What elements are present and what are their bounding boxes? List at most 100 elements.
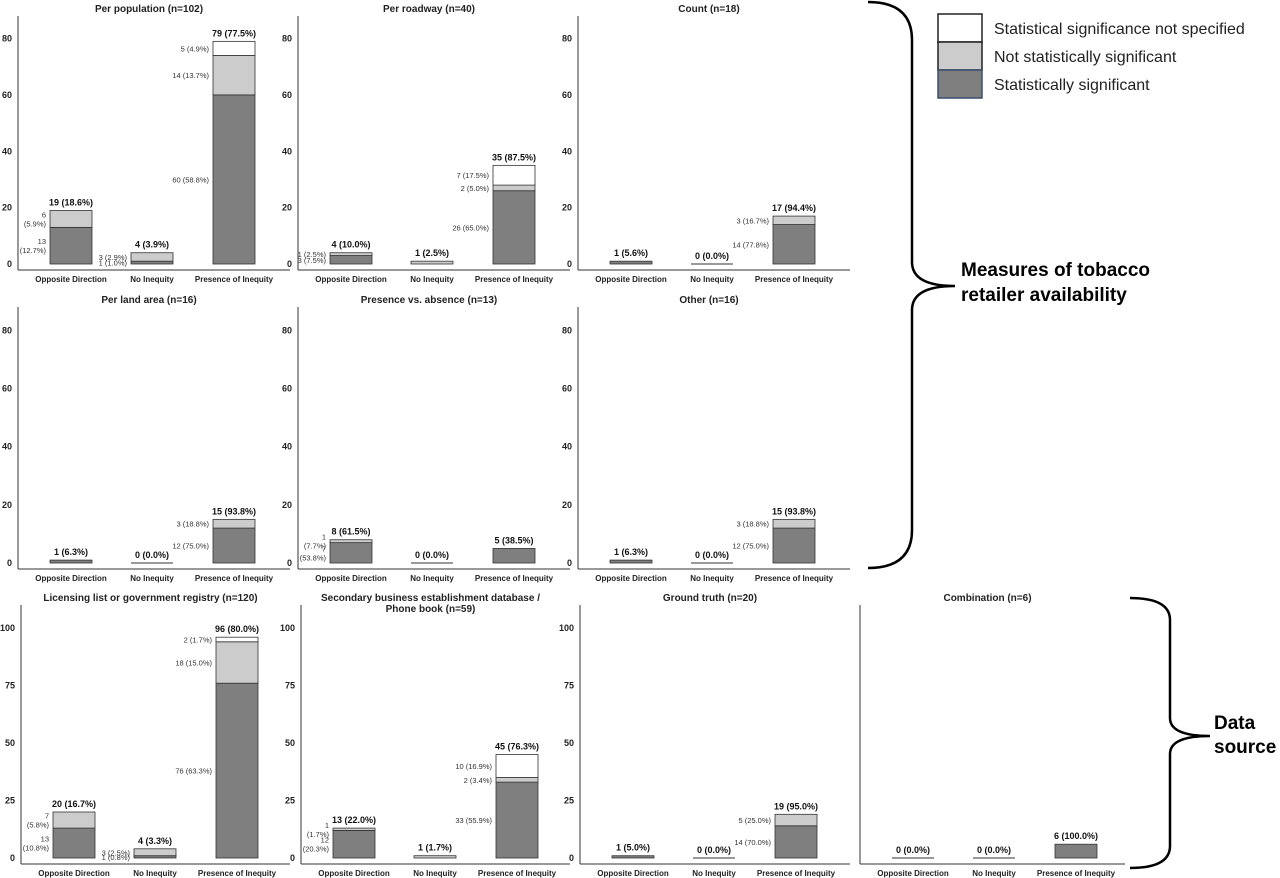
- total-label: 1 (5.6%): [614, 248, 648, 258]
- segment-label: 12: [321, 836, 329, 845]
- segment-label: 7 (17.5%): [456, 171, 489, 180]
- segment-label: (5.9%): [24, 219, 47, 228]
- segment-label: 76 (63.3%): [175, 767, 212, 776]
- segment-label: (1.7%): [307, 830, 330, 839]
- y-tick-label: 20: [562, 500, 572, 510]
- segment-label: 3 (18.8%): [736, 520, 769, 529]
- segment-label: 3 (2.9%): [99, 253, 128, 262]
- y-tick-label: 0: [569, 853, 574, 863]
- panel-title: Secondary business establishment databas…: [321, 593, 540, 604]
- chart-panel: Licensing list or government registry (n…: [0, 593, 290, 878]
- segment-label: (10.8%): [23, 844, 50, 853]
- x-tick-label: No Inequity: [413, 869, 457, 878]
- y-tick-label: 50: [285, 738, 295, 748]
- segment-label: 1: [322, 533, 326, 542]
- chart-panel: Ground truth (n=20) 0 25 50 75 100 1 (5.0%) Opp…: [559, 593, 850, 878]
- panel-title: Per land area (n=16): [101, 295, 196, 306]
- x-tick-label: Presence of Inequity: [475, 275, 554, 284]
- total-label: 8 (61.5%): [331, 527, 370, 537]
- y-tick-label: 60: [2, 90, 12, 100]
- x-tick-label: Opposite Direction: [35, 275, 107, 284]
- bar-segment: [49, 210, 93, 228]
- segment-label: 1 (2.5%): [298, 250, 327, 259]
- segment-label: 12 (75.0%): [732, 542, 769, 551]
- bar-segment: [492, 184, 536, 192]
- y-tick-label: 20: [562, 203, 572, 213]
- bar-segment: [130, 260, 174, 265]
- group-label-data-source: source: [1214, 737, 1276, 758]
- x-tick-label: No Inequity: [690, 574, 734, 583]
- y-tick-label: 25: [5, 796, 15, 806]
- bar-segment: [1054, 843, 1098, 859]
- segment-label: 33 (55.9%): [455, 816, 492, 825]
- y-tick-label: 100: [0, 623, 15, 633]
- total-label: 20 (16.7%): [52, 799, 96, 809]
- segment-label: 7: [322, 544, 326, 553]
- y-tick-label: 60: [2, 383, 12, 393]
- total-label: 0 (0.0%): [697, 845, 731, 855]
- bar-segment: [332, 827, 376, 831]
- chart-panel: Presence vs. absence (n=13) 0 20 40 60 80 7(53…: [282, 295, 570, 583]
- x-tick-label: Presence of Inequity: [1037, 869, 1116, 878]
- legend-label: Not statistically significant: [994, 49, 1177, 66]
- bar-segment: [774, 813, 818, 827]
- x-tick-label: Opposite Direction: [597, 869, 669, 878]
- x-tick-label: No Inequity: [133, 869, 177, 878]
- total-label: 0 (0.0%): [135, 550, 169, 560]
- bar-segment: [492, 164, 536, 186]
- chart-panel: Secondary business establishment databas…: [280, 593, 570, 878]
- y-tick-label: 20: [2, 500, 12, 510]
- group-label-data-source: Data: [1214, 713, 1256, 734]
- legend: Statistical significance not specified No…: [937, 13, 1245, 99]
- total-label: 1 (6.3%): [614, 547, 648, 557]
- y-tick-label: 25: [564, 796, 574, 806]
- y-tick-label: 20: [2, 203, 12, 213]
- bar-segment: [52, 827, 96, 859]
- y-tick-label: 0: [567, 259, 572, 269]
- total-label: 13 (22.0%): [332, 815, 376, 825]
- chart-panel: Per land area (n=16) 0 20 40 60 80 1 (6.3%) Opp…: [2, 295, 290, 583]
- segment-label: (7.7%): [304, 542, 327, 551]
- bar-segment: [774, 825, 818, 859]
- y-tick-label: 60: [282, 383, 292, 393]
- y-tick-label: 80: [2, 325, 12, 335]
- total-label: 19 (18.6%): [49, 197, 93, 207]
- segment-label: 3 (2.5%): [102, 848, 131, 857]
- y-tick-label: 40: [2, 442, 12, 452]
- bar-segment: [495, 754, 539, 778]
- segment-label: 14 (77.8%): [732, 240, 769, 249]
- total-label: 4 (10.0%): [331, 240, 370, 250]
- segment-label: 3 (7.5%): [298, 256, 327, 265]
- y-tick-label: 100: [559, 623, 574, 633]
- y-tick-label: 50: [5, 738, 15, 748]
- segment-label: 13: [41, 835, 49, 844]
- total-label: 5 (38.5%): [494, 535, 533, 545]
- y-tick-label: 80: [562, 325, 572, 335]
- bar-segment: [49, 226, 93, 265]
- panel-title: Presence vs. absence (n=13): [361, 295, 497, 306]
- segment-label: (53.8%): [300, 553, 327, 562]
- y-tick-label: 60: [562, 383, 572, 393]
- bar-segment: [609, 260, 653, 265]
- bar-segment: [495, 781, 539, 859]
- bar-segment: [609, 559, 653, 564]
- x-tick-label: No Inequity: [130, 275, 174, 284]
- segment-label: 3 (16.7%): [736, 216, 769, 225]
- y-tick-label: 40: [282, 146, 292, 156]
- bar-segment: [212, 527, 256, 564]
- x-tick-label: Opposite Direction: [315, 574, 387, 583]
- y-tick-label: 0: [567, 558, 572, 568]
- total-label: 45 (76.3%): [495, 742, 539, 752]
- bar-segment: [215, 682, 259, 859]
- y-tick-label: 80: [282, 325, 292, 335]
- y-tick-label: 0: [287, 259, 292, 269]
- chart-panel: Other (n=16) 0 20 40 60 80 1 (6.3%) Opposite Di…: [562, 295, 850, 583]
- total-label: 0 (0.0%): [896, 845, 930, 855]
- total-label: 96 (80.0%): [215, 624, 259, 634]
- y-tick-label: 100: [280, 623, 295, 633]
- legend-swatch: [937, 13, 983, 43]
- y-tick-label: 50: [564, 738, 574, 748]
- total-label: 15 (93.8%): [212, 506, 256, 516]
- legend-swatch: [937, 41, 983, 71]
